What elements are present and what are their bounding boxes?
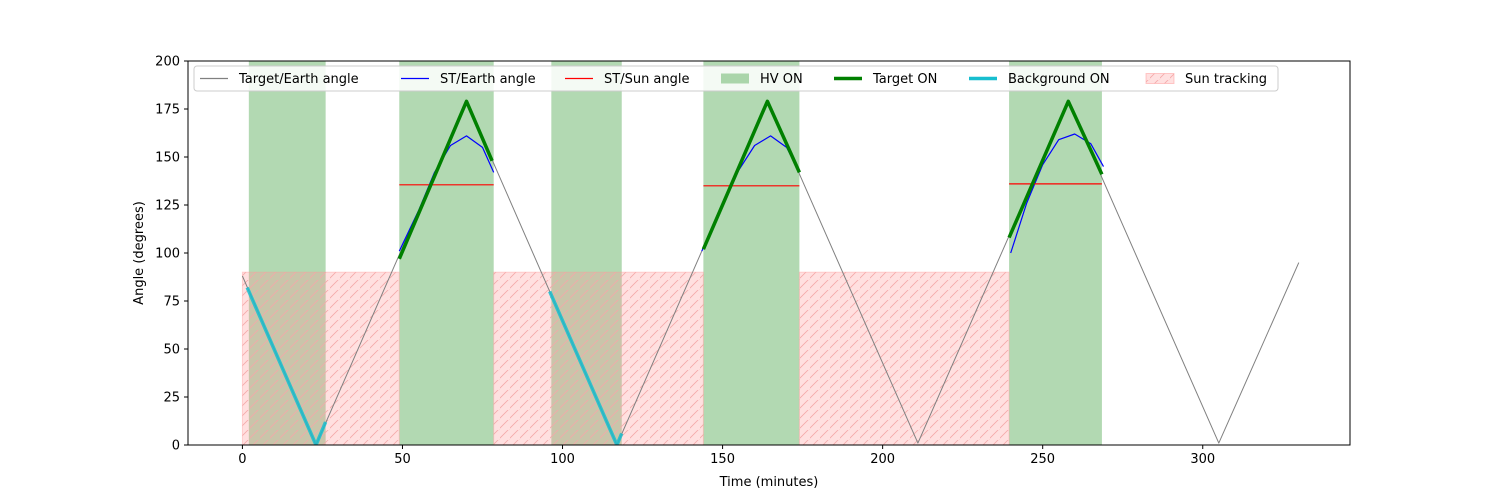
- series-layer: [241, 99, 1300, 445]
- legend-box: [193, 65, 1279, 92]
- hv-on-band: [703, 61, 800, 445]
- series-background-on: [548, 290, 624, 445]
- background-bands: [241, 61, 1102, 446]
- y-tick-label: 200: [155, 55, 180, 70]
- x-axis-label: Time (minutes): [719, 475, 819, 490]
- legend-label: Background ON: [1008, 72, 1110, 87]
- series-background-on: [245, 286, 328, 445]
- legend-label: HV ON: [760, 72, 803, 87]
- x-tick-label: 300: [1190, 452, 1215, 467]
- legend-label: Target ON: [872, 72, 937, 87]
- y-axis-label: Angle (degrees): [132, 201, 147, 305]
- legend-label: Sun tracking: [1185, 72, 1267, 87]
- hv-on-band: [399, 61, 494, 445]
- sun-tracking-hatch: [493, 271, 704, 446]
- y-tick-label: 175: [155, 103, 180, 118]
- legend-label: ST/Sun angle: [604, 72, 690, 87]
- legend-hv-on: HV ON: [721, 72, 803, 87]
- legend: Target/Earth angle ST/Earth angle ST/Sun a…: [193, 65, 1279, 92]
- y-tick-label: 150: [155, 151, 180, 166]
- x-tick-label: 250: [1030, 452, 1055, 467]
- y-tick-label: 0: [172, 439, 180, 454]
- legend-st-sun-angle: ST/Sun angle: [565, 72, 690, 87]
- legend-label: ST/Earth angle: [440, 72, 536, 87]
- hv-on-band: [1009, 61, 1102, 445]
- x-tick-label: 0: [238, 452, 246, 467]
- legend-target-earth-angle: Target/Earth angle: [200, 72, 359, 87]
- legend-target-on: Target ON: [834, 72, 937, 87]
- sun-tracking-hatch: [241, 271, 400, 446]
- x-axis: 0 50 100 150 200 250 300: [238, 445, 1215, 467]
- legend-handle-hatch: [1146, 73, 1174, 84]
- y-tick-label: 125: [155, 199, 180, 214]
- series-st-earth-angle: [1010, 133, 1105, 254]
- y-tick-label: 75: [163, 295, 180, 310]
- legend-st-earth-angle: ST/Earth angle: [401, 72, 536, 87]
- x-tick-label: 150: [710, 452, 735, 467]
- sun-tracking-hatch: [798, 271, 1010, 446]
- x-tick-label: 100: [550, 452, 575, 467]
- legend-background-on: Background ON: [969, 72, 1110, 87]
- y-axis: 0 25 50 75 100 125 150 175 200: [155, 55, 188, 454]
- series-target-on: [1007, 99, 1104, 239]
- series-target-on: [397, 99, 494, 260]
- y-tick-label: 100: [155, 247, 180, 262]
- x-tick-label: 50: [394, 452, 411, 467]
- series-target-on: [701, 99, 801, 250]
- y-tick-label: 25: [163, 391, 180, 406]
- legend-handle: [721, 73, 749, 84]
- legend-sun-tracking: Sun tracking: [1145, 72, 1267, 87]
- y-tick-label: 50: [163, 343, 180, 358]
- x-tick-label: 200: [870, 452, 895, 467]
- legend-label: Target/Earth angle: [238, 72, 359, 87]
